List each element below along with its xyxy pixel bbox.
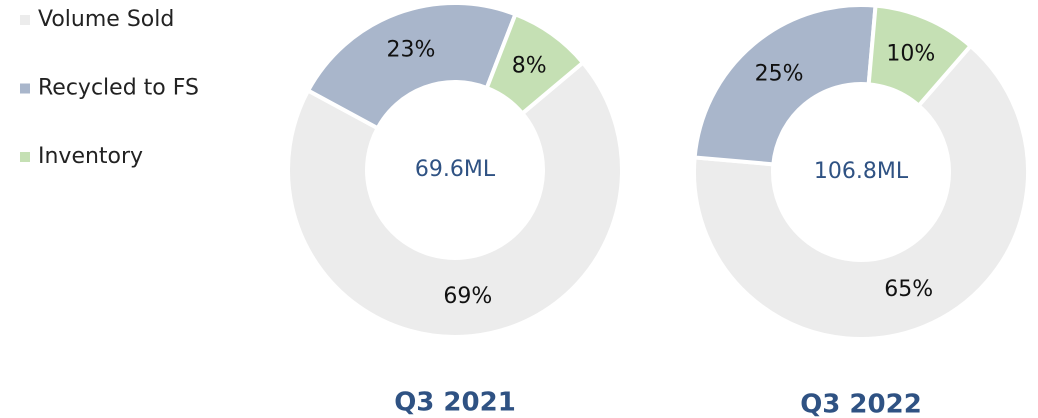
donut-slice xyxy=(692,43,1030,341)
slice-label: 23% xyxy=(387,37,436,62)
donut-slice xyxy=(286,59,624,339)
donut-slice xyxy=(692,3,878,167)
legend-label: Inventory xyxy=(38,144,143,169)
chart-title: Q3 2022 xyxy=(800,390,922,418)
donut-slice xyxy=(866,3,974,109)
legend-swatch xyxy=(20,15,30,25)
center-label: 106.8ML xyxy=(814,159,909,184)
slice-label: 65% xyxy=(884,277,933,302)
donut-slice xyxy=(305,1,518,131)
legend-swatch xyxy=(20,83,30,94)
chart-title: Q3 2021 xyxy=(394,388,516,418)
legend-label: Volume Sold xyxy=(38,7,174,32)
center-label: 69.6ML xyxy=(415,157,496,182)
slice-label: 25% xyxy=(755,61,804,86)
slice-label: 10% xyxy=(886,42,935,67)
legend-label: Recycled to FS xyxy=(38,76,199,101)
legend-swatch xyxy=(20,152,30,162)
slice-label: 69% xyxy=(443,284,492,309)
donut-slice xyxy=(484,11,586,117)
slice-label: 8% xyxy=(512,53,547,78)
